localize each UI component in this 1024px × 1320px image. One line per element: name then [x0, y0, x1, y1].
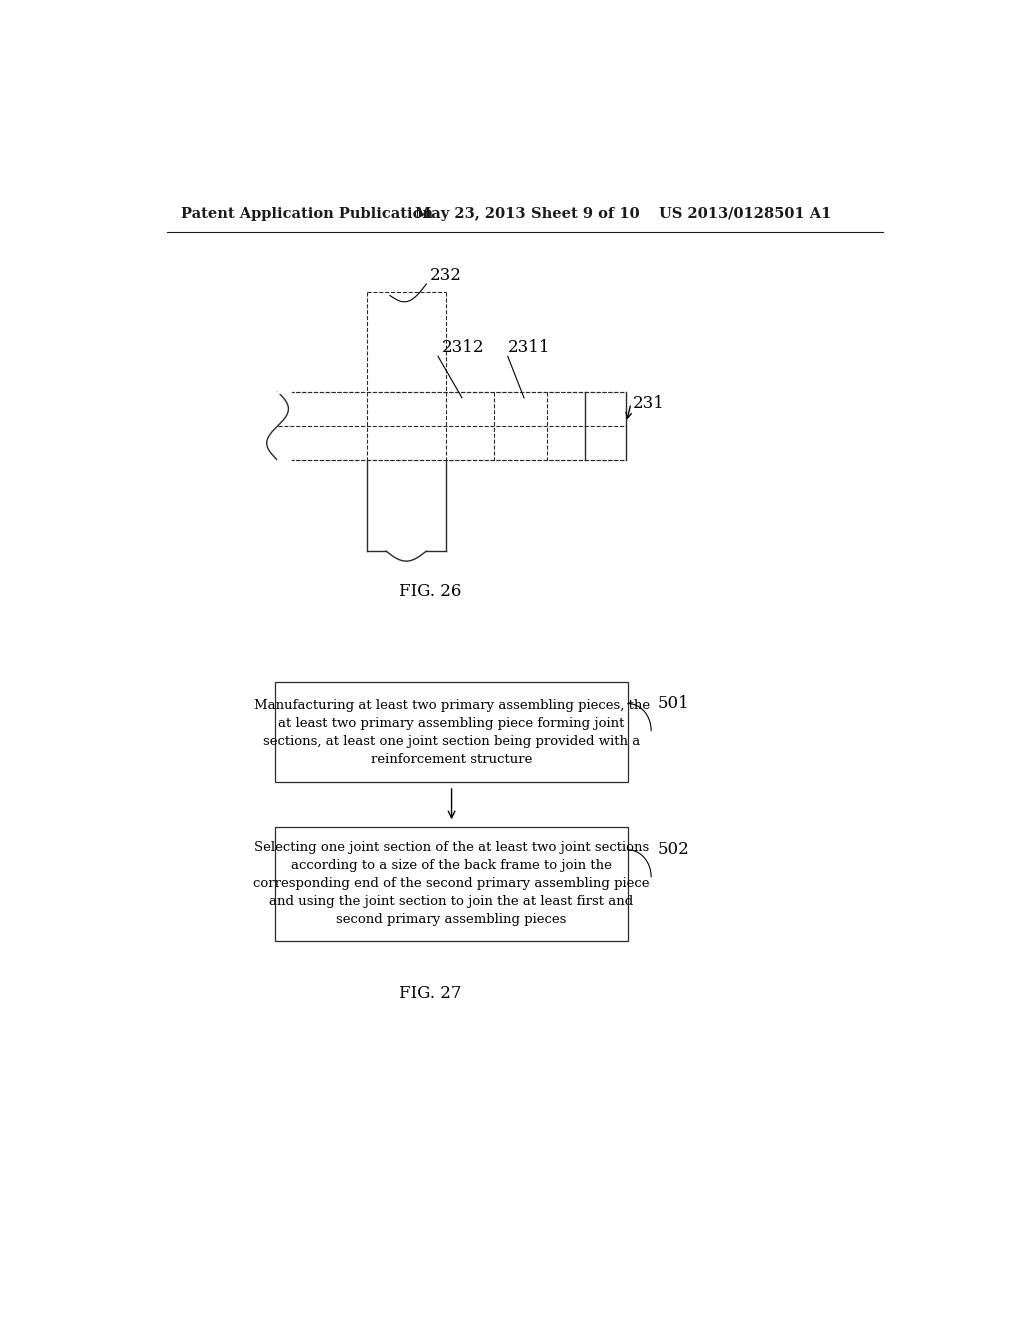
FancyBboxPatch shape — [275, 826, 628, 941]
Text: 2312: 2312 — [442, 339, 484, 356]
Text: Sheet 9 of 10: Sheet 9 of 10 — [531, 207, 640, 220]
Text: Manufacturing at least two primary assembling pieces, the
at least two primary a: Manufacturing at least two primary assem… — [254, 698, 649, 766]
Text: US 2013/0128501 A1: US 2013/0128501 A1 — [658, 207, 831, 220]
FancyBboxPatch shape — [275, 682, 628, 781]
Text: 502: 502 — [657, 841, 689, 858]
Text: FIG. 27: FIG. 27 — [399, 985, 462, 1002]
Text: 231: 231 — [633, 395, 666, 412]
Text: FIG. 26: FIG. 26 — [399, 582, 462, 599]
Text: 2311: 2311 — [508, 339, 550, 356]
Text: Patent Application Publication: Patent Application Publication — [180, 207, 433, 220]
Text: May 23, 2013: May 23, 2013 — [415, 207, 525, 220]
Text: 501: 501 — [657, 696, 689, 711]
Text: 232: 232 — [430, 267, 462, 284]
Text: Selecting one joint section of the at least two joint sections
according to a si: Selecting one joint section of the at le… — [253, 841, 650, 927]
